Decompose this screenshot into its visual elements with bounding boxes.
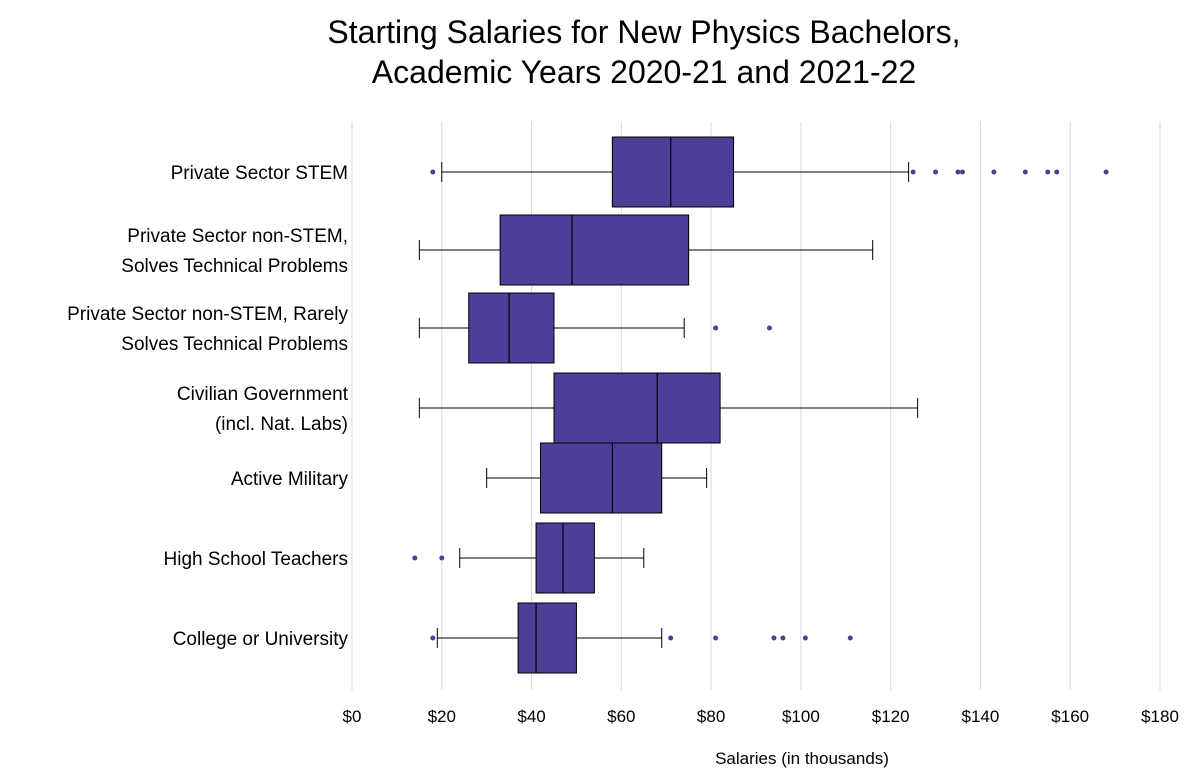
box-series bbox=[412, 136, 1109, 674]
outlier-point bbox=[430, 169, 436, 175]
iqr-box bbox=[468, 292, 555, 364]
outlier-point bbox=[713, 635, 719, 641]
iqr-box bbox=[517, 602, 577, 674]
outlier-point bbox=[412, 555, 418, 561]
gridlines bbox=[351, 122, 1161, 690]
x-axis-ticks: $0 $20 $40 $60 $80 $100 $120 $140 $160 $180 bbox=[343, 707, 1179, 726]
iqr-box bbox=[540, 442, 663, 514]
iqr-box bbox=[553, 372, 721, 444]
outlier-point bbox=[802, 635, 808, 641]
outlier-point bbox=[910, 169, 916, 175]
outlier-point bbox=[439, 555, 445, 561]
iqr-box bbox=[499, 214, 690, 286]
chart-title-line-2: Academic Years 2020-21 and 2021-22 bbox=[371, 54, 917, 90]
outlier-point bbox=[1054, 169, 1060, 175]
outlier-point bbox=[933, 169, 939, 175]
category-label: College or University bbox=[173, 629, 349, 650]
category-label: Active Military bbox=[231, 469, 349, 490]
category-label: (incl. Nat. Labs) bbox=[215, 414, 348, 435]
outlier-point bbox=[955, 169, 961, 175]
x-tick-label: $0 bbox=[343, 707, 362, 726]
outlier-point bbox=[430, 635, 436, 641]
category-labels: Private Sector STEM Private Sector non-ST… bbox=[67, 163, 349, 650]
x-tick-label: $20 bbox=[428, 707, 456, 726]
x-tick-label: $160 bbox=[1051, 707, 1089, 726]
x-tick-label: $100 bbox=[782, 707, 820, 726]
chart-title: Starting Salaries for New Physics Bachel… bbox=[0, 12, 1200, 92]
outlier-point bbox=[668, 635, 674, 641]
outlier-point bbox=[959, 169, 965, 175]
outlier-point bbox=[771, 635, 777, 641]
outlier-point bbox=[1022, 169, 1028, 175]
category-label: Private Sector STEM bbox=[171, 163, 348, 184]
outlier-point bbox=[780, 635, 786, 641]
x-tick-label: $140 bbox=[962, 707, 1000, 726]
category-label: Solves Technical Problems bbox=[121, 256, 348, 277]
category-label: Private Sector non-STEM, bbox=[127, 226, 348, 247]
x-tick-label: $120 bbox=[872, 707, 910, 726]
x-tick-label: $60 bbox=[607, 707, 635, 726]
outlier-point bbox=[847, 635, 853, 641]
outlier-point bbox=[991, 169, 997, 175]
category-label: Civilian Government bbox=[177, 384, 349, 405]
x-axis-label: Salaries (in thousands) bbox=[715, 749, 889, 768]
outlier-point bbox=[1045, 169, 1051, 175]
x-tick-label: $40 bbox=[517, 707, 545, 726]
outlier-point bbox=[1103, 169, 1109, 175]
iqr-box bbox=[611, 136, 735, 208]
category-label: High School Teachers bbox=[164, 549, 348, 570]
x-tick-label: $180 bbox=[1141, 707, 1179, 726]
chart-title-line-1: Starting Salaries for New Physics Bachel… bbox=[327, 14, 961, 50]
iqr-box bbox=[535, 522, 595, 594]
category-label: Solves Technical Problems bbox=[121, 334, 348, 355]
x-tick-label: $80 bbox=[697, 707, 725, 726]
outlier-point bbox=[766, 325, 772, 331]
category-label: Private Sector non-STEM, Rarely bbox=[67, 304, 348, 325]
outlier-point bbox=[713, 325, 719, 331]
